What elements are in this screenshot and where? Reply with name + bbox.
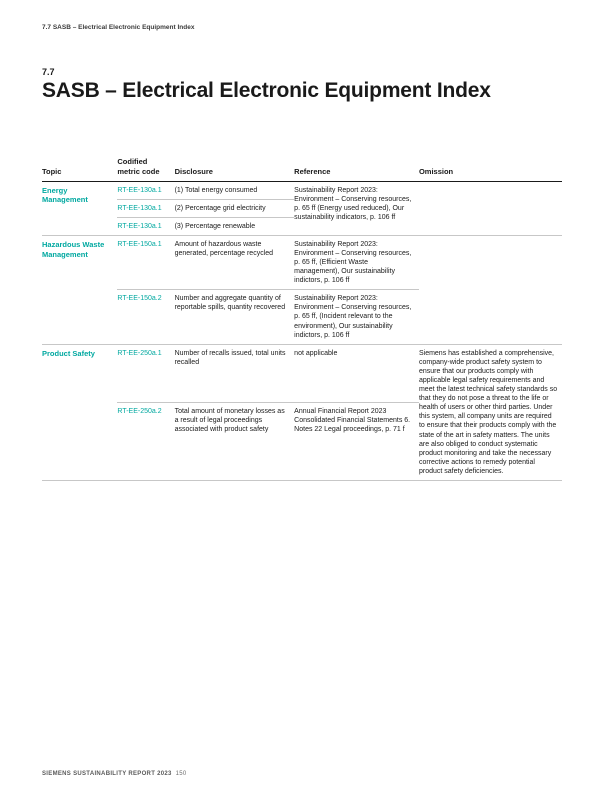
metric-code-cell: RT-EE-130a.1 bbox=[117, 181, 174, 199]
topic-cell: Product Safety bbox=[42, 344, 117, 480]
metric-code-cell: RT-EE-250a.2 bbox=[117, 403, 174, 481]
metric-code-cell: RT-EE-250a.1 bbox=[117, 344, 174, 402]
metric-code-cell: RT-EE-130a.1 bbox=[117, 199, 174, 217]
table-header-row: Topic Codified metric code Disclosure Re… bbox=[42, 157, 562, 181]
metric-code-cell: RT-EE-150a.2 bbox=[117, 290, 174, 344]
omission-cell bbox=[419, 181, 562, 235]
disclosure-cell: Amount of hazardous waste generated, per… bbox=[175, 235, 295, 289]
footer-page: 150 bbox=[176, 771, 187, 777]
footer: SIEMENS SUSTAINABILITY REPORT 2023 150 bbox=[42, 771, 187, 777]
col-header-reference: Reference bbox=[294, 157, 419, 181]
disclosure-cell: (3) Percentage renewable bbox=[175, 217, 295, 235]
footer-label: SIEMENS SUSTAINABILITY REPORT 2023 bbox=[42, 771, 172, 777]
disclosure-cell: (2) Percentage grid electricity bbox=[175, 199, 295, 217]
topic-cell: Energy Management bbox=[42, 181, 117, 235]
disclosure-cell: (1) Total energy consumed bbox=[175, 181, 295, 199]
disclosure-cell: Total amount of monetary losses as a res… bbox=[175, 403, 295, 481]
col-header-disclosure: Disclosure bbox=[175, 157, 295, 181]
table-row: Energy ManagementRT-EE-130a.1(1) Total e… bbox=[42, 181, 562, 199]
running-head: 7.7 SASB – Electrical Electronic Equipme… bbox=[42, 24, 562, 31]
reference-cell: Sustainability Report 2023: Environment … bbox=[294, 235, 419, 289]
sasb-index-table: Topic Codified metric code Disclosure Re… bbox=[42, 157, 562, 481]
table-row: Hazardous Waste ManagementRT-EE-150a.1Am… bbox=[42, 235, 562, 289]
disclosure-cell: Number of recalls issued, total units re… bbox=[175, 344, 295, 402]
omission-cell bbox=[419, 235, 562, 344]
table-row: Product SafetyRT-EE-250a.1Number of reca… bbox=[42, 344, 562, 402]
reference-cell: Annual Financial Report 2023 Consolidate… bbox=[294, 403, 419, 481]
reference-cell: Sustainability Report 2023: Environment … bbox=[294, 181, 419, 235]
col-header-code: Codified metric code bbox=[117, 157, 174, 181]
disclosure-cell: Number and aggregate quantity of reporta… bbox=[175, 290, 295, 344]
reference-cell: Sustainability Report 2023: Environment … bbox=[294, 290, 419, 344]
page-title: SASB – Electrical Electronic Equipment I… bbox=[42, 79, 562, 103]
col-header-topic: Topic bbox=[42, 157, 117, 181]
section-number: 7.7 bbox=[42, 67, 562, 77]
topic-cell: Hazardous Waste Management bbox=[42, 235, 117, 344]
reference-cell: not applicable bbox=[294, 344, 419, 402]
omission-cell: Siemens has established a comprehensive,… bbox=[419, 344, 562, 480]
metric-code-cell: RT-EE-130a.1 bbox=[117, 217, 174, 235]
col-header-omission: Omission bbox=[419, 157, 562, 181]
metric-code-cell: RT-EE-150a.1 bbox=[117, 235, 174, 289]
